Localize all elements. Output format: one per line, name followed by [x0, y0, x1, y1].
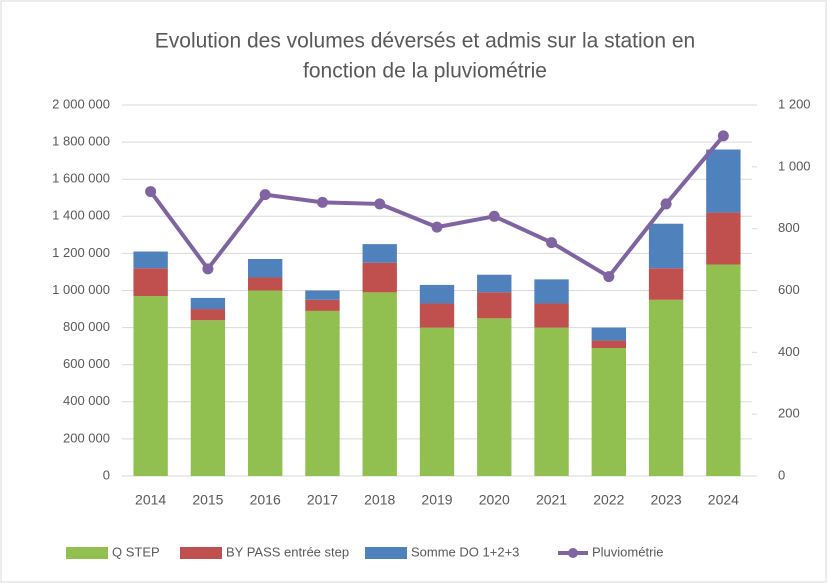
- chart-title: Evolution des volumes déversés et admis …: [155, 30, 695, 53]
- bar-segment: [362, 262, 397, 293]
- x-tick-label: 2015: [192, 492, 223, 508]
- x-tick-label: 2024: [708, 492, 739, 508]
- line-marker: [546, 237, 558, 249]
- line-marker: [717, 130, 729, 142]
- bar-segment: [706, 212, 741, 265]
- legend-swatch: [180, 547, 222, 559]
- bar-segment: [534, 303, 569, 328]
- bar-segment: [419, 284, 455, 304]
- y-tick-label: 0: [103, 467, 110, 482]
- x-tick-label: 2020: [479, 492, 510, 508]
- legend-label: BY PASS entrée step: [226, 544, 349, 559]
- line-marker: [603, 271, 615, 283]
- legend-swatch: [66, 547, 108, 559]
- y-tick-label: 400 000: [63, 393, 110, 408]
- bar-segment: [362, 244, 397, 263]
- y-tick-label: 200 000: [63, 430, 110, 445]
- bar-segment: [133, 268, 168, 297]
- bar-segment: [305, 310, 340, 476]
- bar-segment: [305, 290, 340, 300]
- bar-segment: [648, 268, 684, 300]
- x-tick-label: 2018: [364, 492, 395, 508]
- legend-swatch: [365, 547, 407, 559]
- bar-segment: [133, 296, 168, 476]
- x-tick-label: 2016: [250, 492, 281, 508]
- bar-segment: [133, 251, 168, 269]
- bar-segment: [305, 299, 340, 311]
- x-tick-label: 2023: [651, 492, 682, 508]
- line-marker: [431, 221, 443, 233]
- bar-segment: [648, 223, 684, 269]
- y2-tick-label: 0: [778, 467, 785, 482]
- bar-segment: [419, 327, 455, 476]
- bar-segment: [477, 292, 512, 319]
- x-tick-label: 2021: [536, 492, 567, 508]
- legend-label: Pluviométrie: [592, 544, 664, 559]
- line-marker: [374, 198, 386, 210]
- bar-segment: [706, 149, 741, 213]
- bar-segment: [534, 327, 569, 476]
- y-tick-label: 1 600 000: [52, 171, 110, 186]
- legend-label: Somme DO 1+2+3: [411, 544, 519, 559]
- line-marker: [145, 186, 157, 198]
- y-tick-label: 1 800 000: [52, 134, 110, 149]
- bar-segment: [591, 340, 626, 349]
- x-tick-label: 2017: [307, 492, 338, 508]
- bar-segment: [190, 297, 226, 310]
- bar-segment: [248, 277, 283, 291]
- bar-segment: [362, 292, 397, 476]
- x-tick-label: 2022: [593, 492, 624, 508]
- y2-tick-label: 200: [778, 406, 800, 421]
- line-marker: [488, 210, 500, 222]
- y-tick-label: 800 000: [63, 319, 110, 334]
- y-tick-label: 1 400 000: [52, 208, 110, 223]
- x-tick-label: 2019: [421, 492, 452, 508]
- y2-tick-label: 1 000: [778, 158, 811, 173]
- bar-segment: [591, 348, 626, 476]
- y2-tick-label: 600: [778, 282, 800, 297]
- legend-label: Q STEP: [112, 544, 160, 559]
- bar-segment: [190, 320, 226, 476]
- bar-segment: [419, 303, 455, 328]
- bar-segment: [477, 318, 512, 476]
- y-tick-label: 1 200 000: [52, 245, 110, 260]
- y-tick-label: 2 000 000: [52, 96, 110, 111]
- y2-tick-label: 1 200: [778, 96, 811, 111]
- bar-segment: [706, 264, 741, 476]
- line-marker: [660, 198, 672, 210]
- y-tick-label: 1 000 000: [52, 282, 110, 297]
- line-marker: [259, 189, 271, 201]
- chart-title: fonction de la pluviométrie: [303, 60, 547, 83]
- y2-tick-label: 400: [778, 344, 800, 359]
- x-tick-label: 2014: [135, 492, 166, 508]
- y2-tick-label: 800: [778, 220, 800, 235]
- bar-segment: [248, 258, 283, 278]
- bar-segment: [248, 290, 283, 476]
- line-marker: [202, 263, 214, 275]
- bar-segment: [648, 299, 684, 476]
- bar-segment: [477, 274, 512, 293]
- bar-segment: [534, 279, 569, 304]
- bar-segment: [591, 327, 626, 341]
- y-tick-label: 600 000: [63, 356, 110, 371]
- line-marker: [316, 196, 328, 208]
- bar-segment: [190, 309, 226, 321]
- legend-marker: [568, 548, 578, 558]
